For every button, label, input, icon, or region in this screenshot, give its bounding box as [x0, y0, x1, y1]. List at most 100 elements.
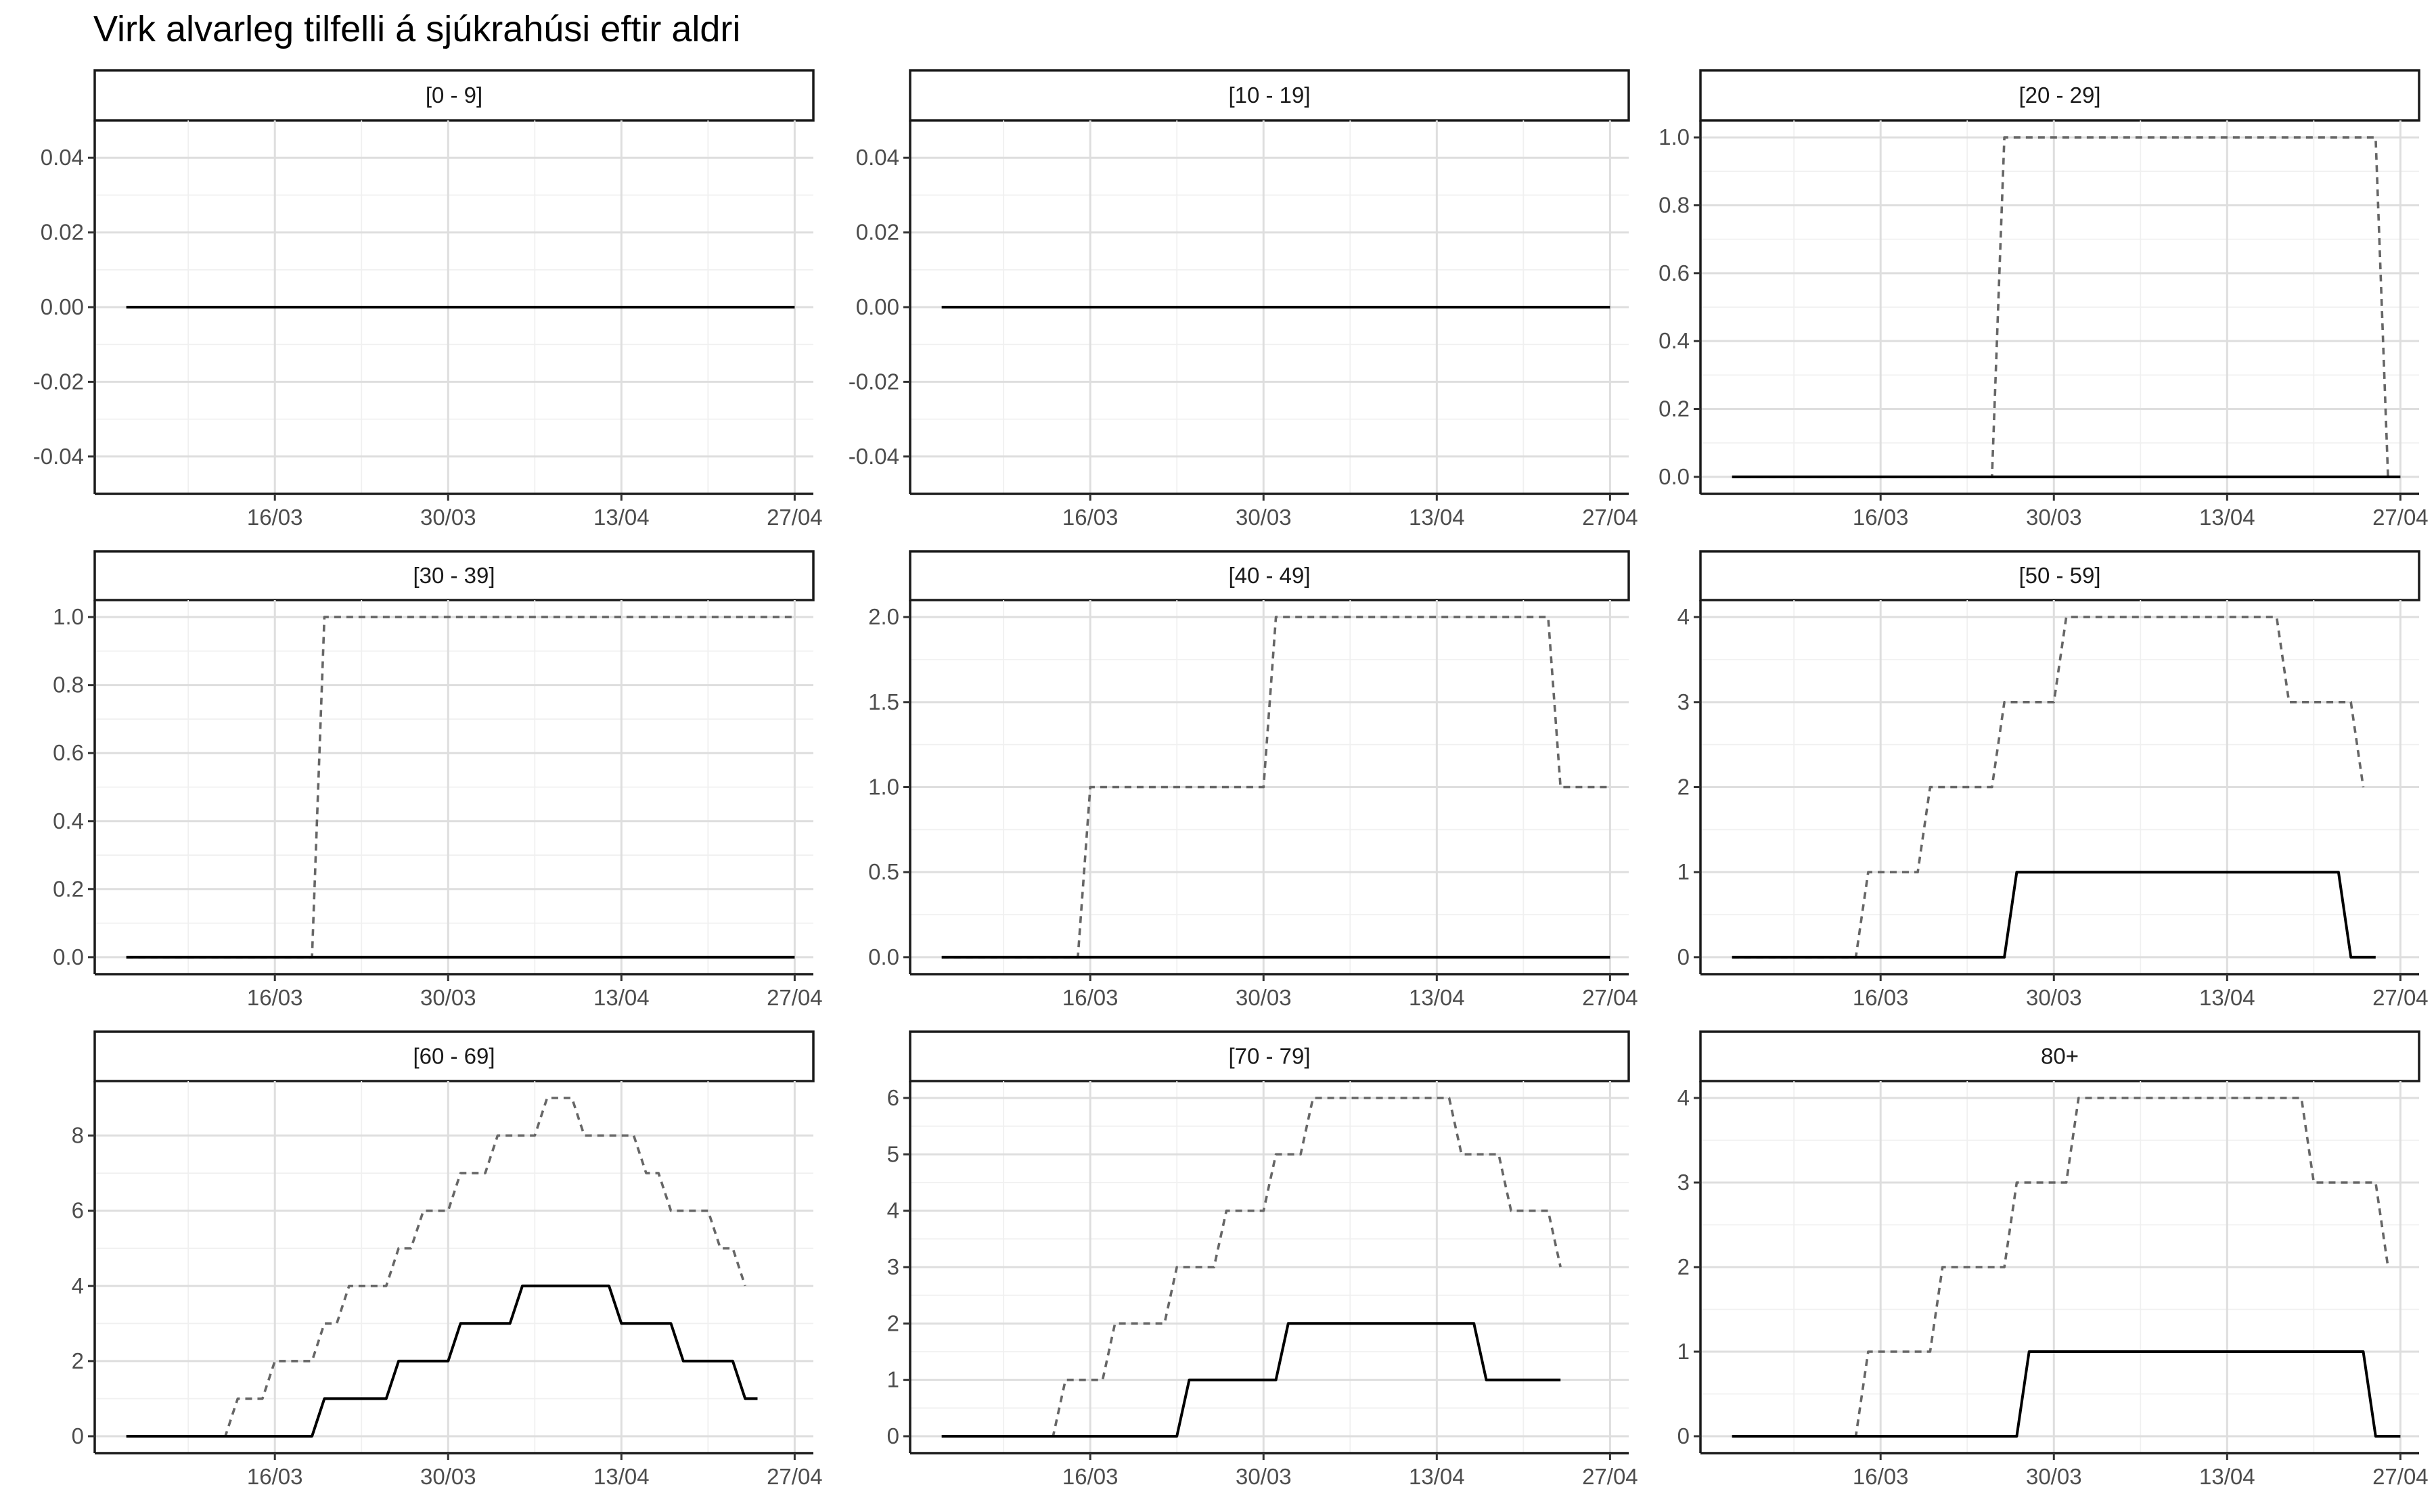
x-tick-label: 30/03 [1236, 1464, 1292, 1489]
y-tick-label: 3 [887, 1254, 899, 1279]
x-tick-label: 13/04 [2199, 985, 2255, 1010]
y-tick-label: -0.02 [849, 369, 899, 394]
x-tick-label: 27/04 [1582, 985, 1638, 1010]
panel-strip [1699, 69, 2420, 122]
panel-strip-label: [50 - 59] [2018, 563, 2100, 588]
panel-strip-label: 80+ [2041, 1044, 2079, 1069]
panel-strip [93, 1030, 815, 1082]
y-tick-label: 3 [1677, 1170, 1690, 1195]
y-tick-label: 1 [887, 1367, 899, 1392]
panel-strip [909, 1030, 1630, 1082]
y-tick-label: 0.00 [856, 294, 899, 319]
panel-strip [1699, 550, 2420, 601]
x-tick-label: 13/04 [2199, 1464, 2255, 1489]
y-tick-label: 6 [887, 1085, 899, 1110]
y-tick-label: 0.5 [868, 859, 899, 884]
y-tick-label: 4 [1677, 1085, 1690, 1110]
x-tick-label: 16/03 [1853, 1464, 1909, 1489]
x-tick-label: 13/04 [1409, 505, 1465, 530]
y-tick-label: 1.5 [868, 689, 899, 714]
y-tick-label: 1 [1677, 1339, 1690, 1364]
series-line-solid [126, 1284, 758, 1438]
y-tick-label: 0.8 [53, 672, 84, 697]
y-tick-label: 0 [72, 1423, 84, 1448]
y-tick-label: 2.0 [868, 604, 899, 629]
y-tick-label: 0.2 [53, 876, 84, 901]
y-tick-label: -0.04 [33, 444, 84, 469]
y-tick-label: 2 [72, 1348, 84, 1373]
series-line-dashed [126, 1097, 746, 1438]
panel-6: [50 - 59] 0 1 2 3 4 16/03 30/03 13/04 27/04 [1677, 550, 2429, 1010]
y-tick-label: 0 [1677, 944, 1690, 969]
x-tick-label: 30/03 [420, 505, 476, 530]
panel-strip [1699, 1030, 2420, 1082]
y-tick-label: 4 [887, 1198, 899, 1223]
x-tick-label: 16/03 [247, 505, 303, 530]
y-tick-label: 0.0 [1659, 464, 1690, 489]
panel-strip-label: [70 - 79] [1228, 1044, 1310, 1069]
y-tick-label: 0.04 [856, 145, 899, 170]
panel-4: [30 - 39] 0.0 0.2 0.4 0.6 0.8 1.0 16/03 30/03 13/… [53, 550, 823, 1010]
x-tick-label: 30/03 [420, 985, 476, 1010]
y-tick-label: 4 [72, 1273, 84, 1298]
x-tick-label: 27/04 [2372, 985, 2429, 1010]
x-tick-label: 13/04 [593, 985, 650, 1010]
y-tick-label: 0.4 [53, 808, 84, 833]
y-tick-label: 0 [1677, 1423, 1690, 1448]
panel-7: [60 - 69] 0 2 4 6 8 16/03 30/03 13/04 27/04 [72, 1030, 823, 1489]
x-tick-label: 30/03 [2026, 1464, 2082, 1489]
x-tick-label: 27/04 [767, 985, 823, 1010]
y-tick-label: 1 [1677, 859, 1690, 884]
y-tick-label: 3 [1677, 689, 1690, 714]
x-tick-label: 16/03 [247, 1464, 303, 1489]
y-tick-label: 2 [1677, 1254, 1690, 1279]
x-tick-label: 27/04 [2372, 1464, 2429, 1489]
y-tick-label: 0.6 [1659, 260, 1690, 285]
x-tick-label: 16/03 [247, 985, 303, 1010]
y-tick-label: 0.04 [41, 145, 84, 170]
y-tick-label: 0.2 [1659, 396, 1690, 421]
x-tick-label: 13/04 [2199, 505, 2255, 530]
y-tick-label: 1.0 [868, 775, 899, 800]
panel-1: [0 - 9] -0.04 -0.02 0.00 0.02 0.04 16/03 30/03 1… [33, 69, 823, 530]
x-tick-label: 16/03 [1062, 1464, 1119, 1489]
y-tick-label: 5 [887, 1141, 899, 1166]
x-tick-label: 27/04 [767, 505, 823, 530]
x-tick-label: 16/03 [1062, 985, 1119, 1010]
panel-strip-label: [0 - 9] [426, 83, 482, 108]
y-tick-label: -0.02 [33, 369, 84, 394]
y-tick-label: 0.6 [53, 740, 84, 765]
series-line-dashed [126, 616, 795, 959]
panel-strip [93, 550, 815, 601]
x-tick-label: 13/04 [593, 1464, 650, 1489]
panel-8: [70 - 79] 0 1 2 3 4 5 6 16/03 30/03 13/04 27/04 [887, 1030, 1638, 1489]
y-tick-label: 0.0 [868, 944, 899, 969]
series-line-solid [1732, 1350, 2401, 1438]
x-tick-label: 30/03 [2026, 985, 2082, 1010]
x-tick-label: 30/03 [1236, 505, 1292, 530]
series-line-dashed [1732, 1097, 2389, 1438]
y-tick-label: 0.0 [53, 944, 84, 969]
x-tick-label: 27/04 [767, 1464, 823, 1489]
x-tick-label: 27/04 [1582, 1464, 1638, 1489]
y-tick-label: -0.04 [849, 444, 899, 469]
series-line-dashed [1732, 616, 2365, 959]
y-tick-label: 6 [72, 1198, 84, 1223]
y-tick-label: 1.0 [1659, 124, 1690, 150]
panel-strip-label: [40 - 49] [1228, 563, 1310, 588]
panel-strip [93, 69, 815, 122]
y-tick-label: 0.4 [1659, 328, 1690, 353]
x-tick-label: 13/04 [593, 505, 650, 530]
panel-strip-label: [30 - 39] [413, 563, 495, 588]
series-line-dashed [941, 1097, 1562, 1438]
y-tick-label: 0.8 [1659, 192, 1690, 217]
x-tick-label: 13/04 [1409, 1464, 1465, 1489]
panel-strip-label: [20 - 29] [2018, 83, 2100, 108]
x-tick-label: 27/04 [2372, 505, 2429, 530]
panel-3: [20 - 29] 0.0 0.2 0.4 0.6 0.8 1.0 16/03 30/03 13/… [1659, 69, 2429, 530]
y-tick-label: 0.00 [41, 294, 84, 319]
y-tick-label: 2 [887, 1310, 899, 1335]
x-tick-label: 16/03 [1062, 505, 1119, 530]
x-tick-label: 30/03 [420, 1464, 476, 1489]
